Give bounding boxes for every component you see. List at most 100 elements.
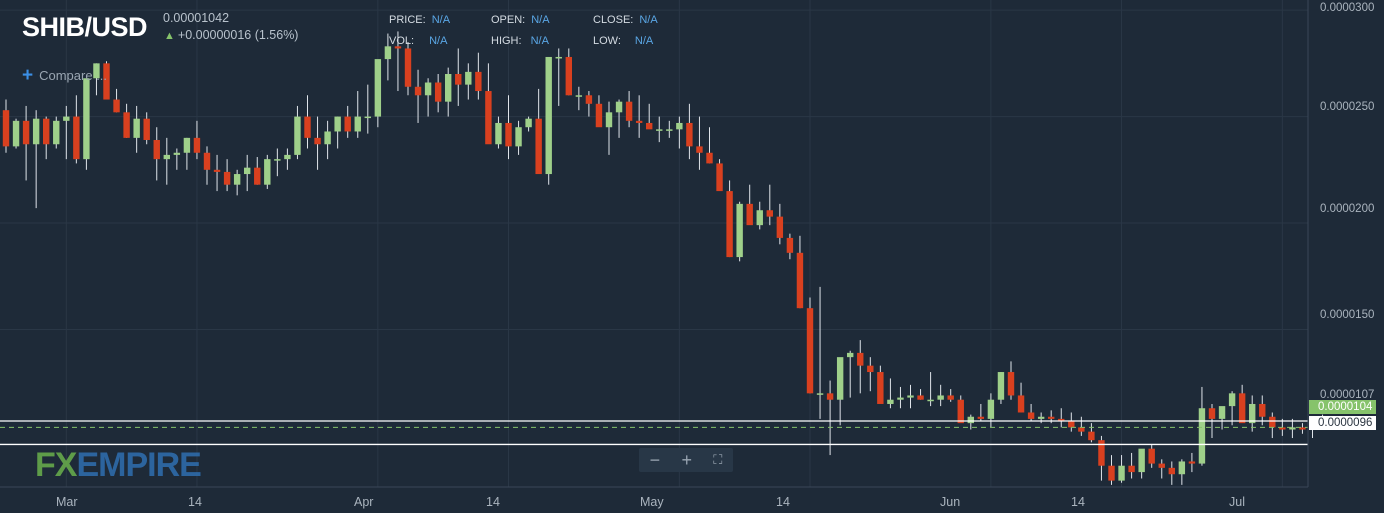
candle-up	[264, 159, 271, 185]
candle-down	[223, 171, 231, 185]
candle-down	[213, 169, 221, 172]
candle-down	[686, 122, 693, 147]
candle-down	[1238, 393, 1246, 424]
fxempire-logo: FXEMPIRE	[35, 446, 202, 485]
candle-down	[716, 163, 723, 192]
price-change: ▲ +0.00000016 (1.56%)	[164, 28, 298, 42]
candle-up	[495, 122, 502, 145]
candle-down	[826, 393, 834, 400]
candle-up	[545, 56, 552, 175]
ohlc-high: HIGH: N/A	[491, 35, 549, 47]
candle-down	[1148, 448, 1155, 464]
candle-up	[163, 154, 170, 160]
candle-down	[1017, 395, 1025, 413]
current-price: 0.00001042	[163, 11, 230, 25]
candle-down	[73, 116, 80, 160]
candle-up	[1228, 393, 1236, 407]
candle-up	[525, 118, 532, 128]
candle-down	[1078, 427, 1085, 432]
plus-icon: +	[22, 65, 34, 86]
candle-up	[1037, 416, 1045, 419]
ohlc-open-label: OPEN:	[491, 14, 526, 26]
candle-down	[485, 91, 492, 145]
zoom-in-button[interactable]: +	[681, 449, 692, 470]
logo-fx: FX	[35, 446, 77, 484]
candle-down	[1128, 465, 1135, 473]
candle-up	[133, 118, 140, 138]
ohlc-open-value: N/A	[531, 14, 550, 26]
candle-down	[193, 137, 201, 153]
candle-up	[354, 116, 361, 132]
candle-up	[1218, 406, 1226, 419]
candle-down	[625, 101, 633, 121]
candle-down	[1058, 418, 1065, 422]
candle-down	[957, 399, 964, 424]
candle-up	[575, 95, 583, 97]
up-arrow-icon: ▲	[164, 30, 175, 42]
candle-down	[565, 56, 572, 96]
candle-down	[646, 122, 653, 130]
candle-up	[937, 395, 944, 400]
candle-up	[183, 137, 191, 153]
candle-up	[244, 167, 251, 175]
candle-down	[22, 120, 30, 145]
ohlc-low-label: LOW:	[593, 35, 621, 47]
candle-down	[595, 103, 603, 128]
candle-up	[233, 174, 241, 185]
candle-up	[656, 129, 663, 131]
candle-down	[917, 395, 924, 400]
x-tick-label: Mar	[56, 495, 78, 509]
candle-down	[535, 118, 542, 175]
candle-up	[384, 46, 392, 60]
candle-up	[987, 399, 995, 419]
candle-down	[806, 308, 814, 394]
candle-up	[605, 112, 613, 128]
candle-up	[294, 116, 301, 155]
ohlc-vol-value: N/A	[429, 35, 448, 47]
candle-down	[203, 152, 211, 170]
candle-down	[1027, 412, 1035, 419]
zoom-out-button[interactable]: −	[649, 449, 661, 470]
ohlc-price: PRICE: N/A	[389, 14, 450, 26]
candle-down	[455, 73, 462, 85]
candle-down	[1108, 465, 1115, 481]
x-tick-label: May	[640, 495, 664, 509]
ohlc-price-value: N/A	[431, 14, 451, 26]
ohlc-price-label: PRICE:	[389, 14, 426, 26]
candle-down	[766, 210, 773, 217]
candle-down	[947, 395, 954, 400]
candle-up	[847, 352, 854, 358]
candle-up	[173, 152, 181, 155]
candle-up	[907, 395, 914, 398]
candle-down	[585, 95, 593, 104]
candle-up	[93, 63, 100, 79]
candle-down	[786, 237, 794, 253]
candle-up	[676, 122, 683, 130]
compare-button[interactable]: + Compare ...	[22, 64, 107, 86]
candle-down	[113, 99, 120, 113]
candle-down	[123, 112, 130, 138]
candle-up	[1289, 427, 1296, 430]
x-tick-label: 14	[1071, 495, 1085, 509]
ohlc-high-value: N/A	[530, 35, 549, 47]
candle-up	[334, 116, 341, 132]
symbol-title: SHIB/USD	[22, 12, 148, 42]
candle-down	[404, 48, 412, 87]
support-level-badge: 0.0000096	[1309, 416, 1377, 430]
candle-up	[424, 82, 432, 96]
candle-down	[1208, 408, 1216, 419]
candle-down	[1098, 440, 1105, 466]
y-tick-label: 0.0000150	[1320, 309, 1375, 321]
ohlc-close-label: CLOSE:	[593, 14, 634, 26]
candle-down	[1269, 416, 1276, 428]
candle-up	[364, 116, 371, 119]
x-tick-label: 14	[486, 495, 500, 509]
candle-up	[1198, 408, 1206, 464]
ohlc-vol-label: VOL:	[389, 35, 415, 47]
candle-up	[1118, 465, 1125, 481]
candle-down	[1088, 431, 1095, 441]
ohlc-vol: VOL: N/A	[389, 35, 447, 47]
candle-up	[284, 154, 291, 160]
fit-screen-icon[interactable]: ⛶	[713, 452, 723, 467]
